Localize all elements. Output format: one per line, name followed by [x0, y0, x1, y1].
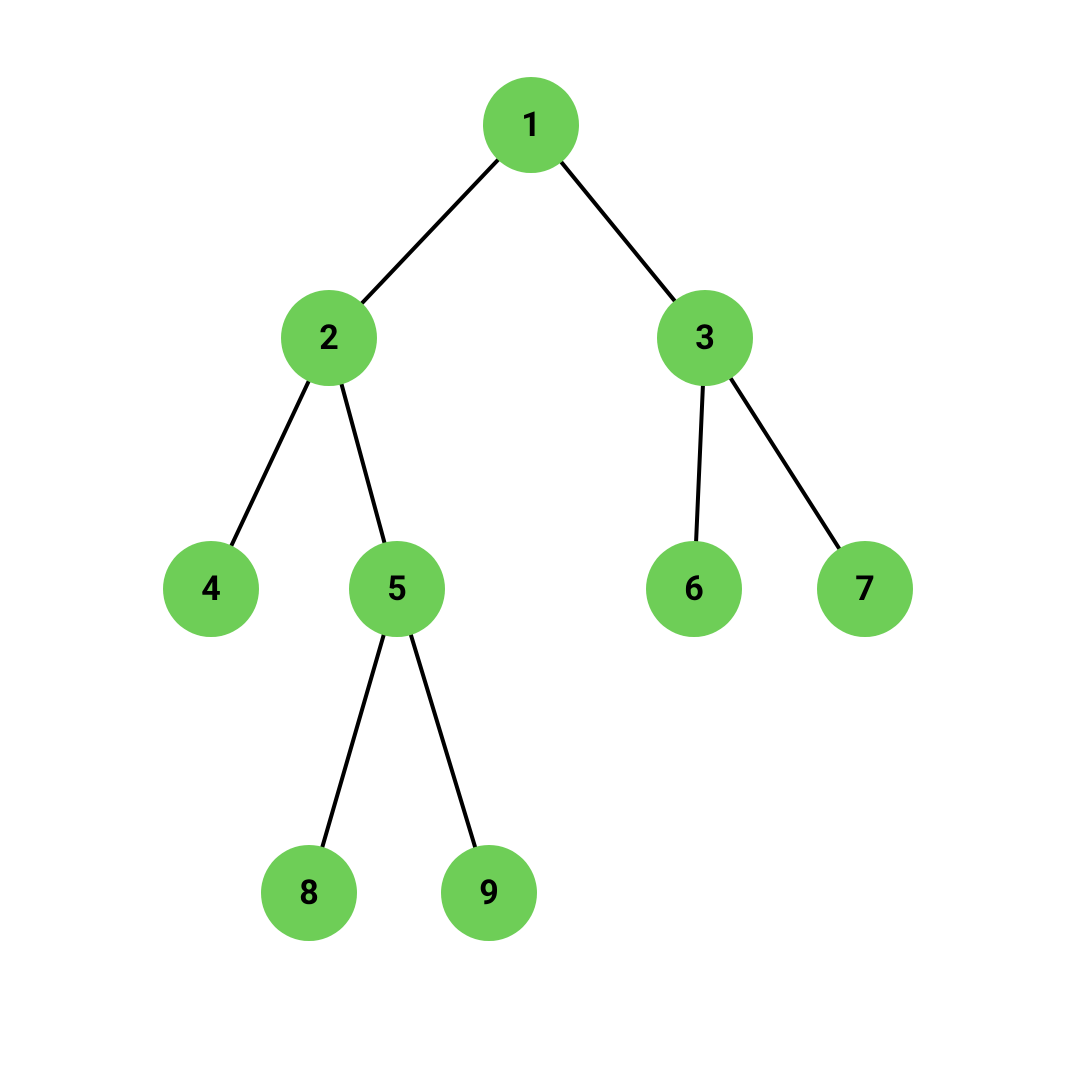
tree-node: 4 [163, 541, 259, 637]
tree-node: 8 [261, 845, 357, 941]
tree-node-label: 2 [319, 318, 339, 358]
tree-node: 3 [657, 290, 753, 386]
tree-node-label: 7 [855, 569, 875, 609]
tree-node: 9 [441, 845, 537, 941]
tree-node-label: 9 [479, 873, 499, 913]
tree-node: 5 [349, 541, 445, 637]
tree-node-label: 1 [521, 105, 541, 145]
tree-diagram: 1 2 3 4 5 6 7 8 9 [0, 0, 1080, 1080]
tree-node-label: 5 [387, 569, 407, 609]
tree-edge [731, 378, 839, 548]
tree-node-label: 6 [684, 569, 704, 609]
tree-edge [696, 386, 703, 541]
tree-edge [322, 635, 383, 847]
tree-node: 1 [483, 77, 579, 173]
tree-edge [561, 162, 674, 301]
tree-node-label: 8 [299, 873, 319, 913]
tree-node: 6 [646, 541, 742, 637]
tree-node-label: 3 [695, 318, 715, 358]
tree-node-label: 4 [201, 569, 221, 609]
tree-edge [362, 160, 498, 303]
tree-edge [231, 381, 308, 545]
tree-edge [411, 635, 475, 847]
tree-edge [342, 384, 385, 542]
tree-node: 7 [817, 541, 913, 637]
tree-node: 2 [281, 290, 377, 386]
